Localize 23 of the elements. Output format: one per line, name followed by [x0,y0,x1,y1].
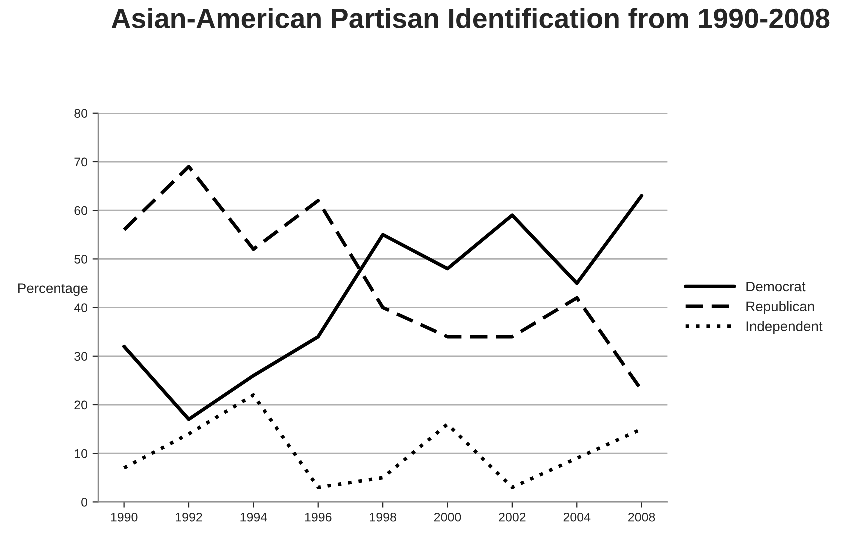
x-tick-label: 2008 [628,512,656,522]
y-tick-label: 70 [74,158,88,167]
y-tick-label: 40 [74,304,88,312]
x-tick-label: 1990 [111,512,138,522]
x-tick-label: 1992 [176,512,202,522]
y-tick-label: 50 [74,255,88,264]
y-tick-label: 30 [74,352,88,362]
x-tick-label: 2004 [564,512,591,522]
y-tick-label: 80 [74,109,88,118]
y-tick-label: 20 [74,400,88,410]
y-tick-label: 10 [75,449,88,458]
x-tick-label: 1994 [240,512,268,522]
legend-label: Democrat [746,282,806,292]
x-tick-label: 1996 [305,512,332,522]
y-tick-label: 0 [82,498,88,507]
y-axis-title: Percentage [18,284,88,296]
x-tick-label: 1998 [370,512,396,522]
x-tick-label: 2002 [499,512,526,522]
y-tick-label: 60 [74,206,88,216]
chart-title: Asian-American Partisan Identification from 1990-2008 [112,8,830,29]
x-tick-label: 2000 [434,512,462,522]
legend-label: Independent [746,321,823,334]
legend-label: Republican [746,301,814,314]
